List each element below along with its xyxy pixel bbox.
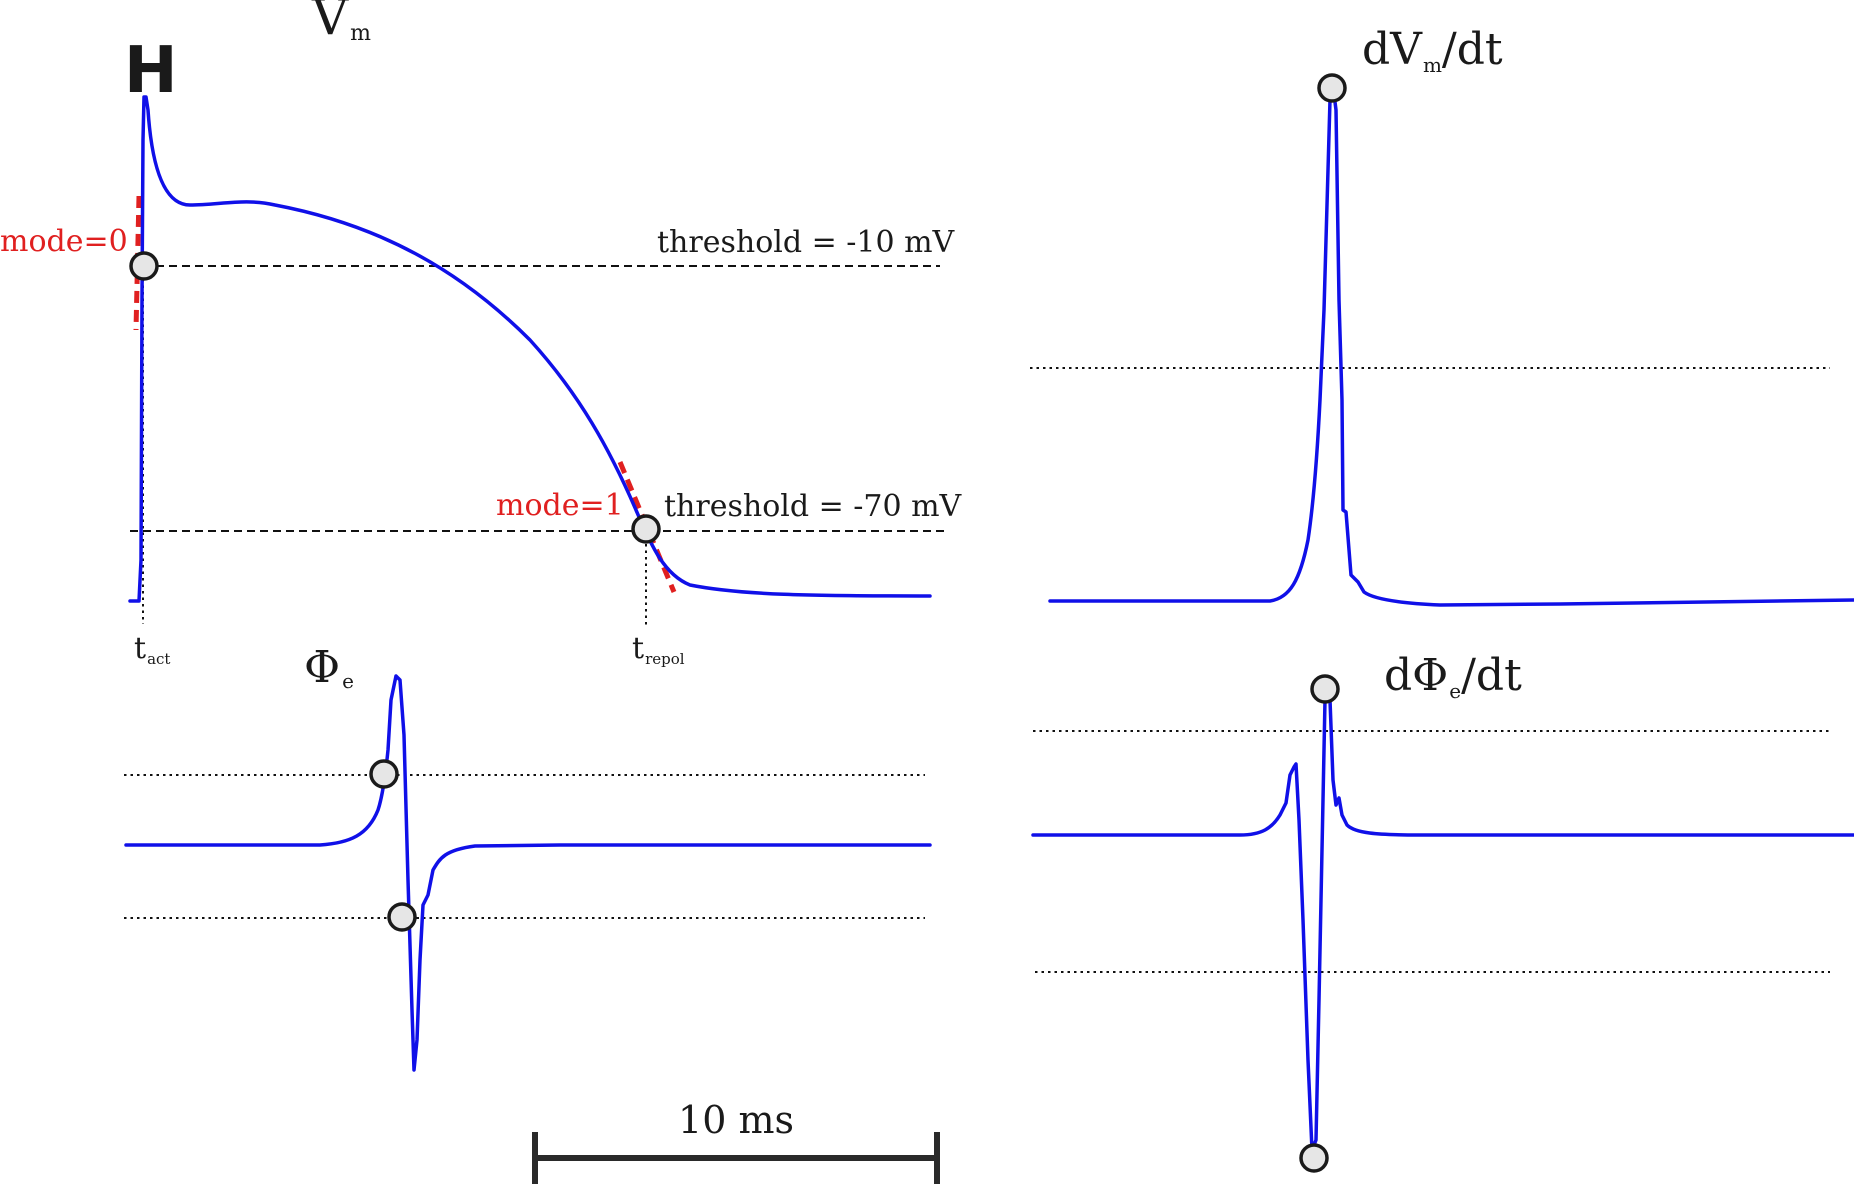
- vm-trace: [128, 95, 932, 603]
- vm-panel: Vm H mode=0 mode=1 threshold = -10 mV th…: [0, 0, 963, 668]
- dvm-peak-marker: [1317, 73, 1347, 103]
- trepol-label: trepol: [632, 631, 685, 668]
- mode1-label: mode=1: [496, 488, 624, 523]
- threshold-low-label: threshold = -70 mV: [664, 489, 963, 524]
- activation-marker: [129, 251, 159, 281]
- dphie-trace: [1031, 688, 1854, 1152]
- repolarization-marker: [631, 514, 661, 544]
- dvm-panel: dVm/dt: [1030, 24, 1854, 607]
- mode0-label: mode=0: [0, 224, 128, 259]
- vm-title: Vm: [311, 0, 371, 46]
- mode1-tangent: [617, 461, 677, 593]
- dvm-title: dVm/dt: [1362, 24, 1503, 77]
- vm-bar-glyph: H: [124, 34, 178, 108]
- scale-bar: 10 ms: [532, 1098, 940, 1184]
- threshold-high-label: threshold = -10 mV: [657, 225, 956, 260]
- phie-trace: [124, 674, 932, 1072]
- phie-lower-marker: [387, 902, 417, 932]
- tact-label: tact: [134, 631, 170, 668]
- dphie-trough-marker: [1299, 1143, 1329, 1173]
- dphie-peak-marker: [1310, 674, 1340, 704]
- dphie-title: dΦe/dt: [1384, 650, 1522, 703]
- phie-upper-marker: [369, 759, 399, 789]
- dphie-panel: dΦe/dt: [1031, 650, 1854, 1173]
- dvm-trace: [1048, 84, 1854, 607]
- scale-bar-label: 10 ms: [678, 1098, 794, 1142]
